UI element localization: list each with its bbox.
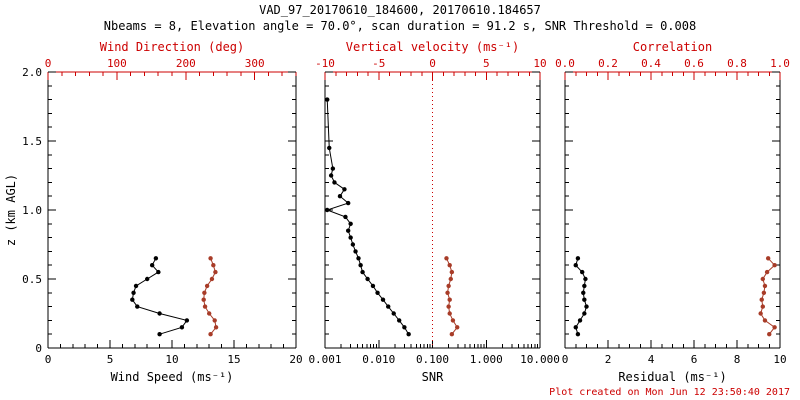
svg-text:8: 8 <box>734 353 741 366</box>
svg-text:0.0: 0.0 <box>555 57 575 70</box>
svg-text:10: 10 <box>533 57 546 70</box>
svg-text:10: 10 <box>165 353 178 366</box>
svg-text:1.0: 1.0 <box>770 57 790 70</box>
svg-text:0.8: 0.8 <box>727 57 747 70</box>
snr-xlabel: SNR <box>422 370 444 384</box>
plot-subtitle: Nbeams = 8, Elevation angle = 70.0°, sca… <box>103 19 697 33</box>
svg-text:4: 4 <box>648 353 655 366</box>
wind-speed-markers <box>130 256 190 337</box>
svg-text:2: 2 <box>605 353 612 366</box>
snr-markers <box>325 97 411 337</box>
snr-axes <box>324 71 541 349</box>
svg-text:0.2: 0.2 <box>598 57 618 70</box>
svg-text:15: 15 <box>227 353 240 366</box>
wind-direction-line <box>203 258 217 335</box>
wind-xlabel: Wind Speed (ms⁻¹) <box>111 370 234 384</box>
svg-text:0: 0 <box>429 57 436 70</box>
residual-axes <box>564 71 781 349</box>
svg-text:0: 0 <box>562 353 569 366</box>
snr-top-axis-label: Vertical velocity (ms⁻¹) <box>346 40 519 54</box>
panel-snr: 0.001 0.010 0.100 1.000 10.000 SNR Vertical ve… <box>308 40 559 384</box>
plot-created-label: Plot created on Mon Jun 12 23:50:40 2017 <box>549 387 790 398</box>
svg-text:-10: -10 <box>315 57 335 70</box>
y-axis-label: z (km AGL) <box>4 174 18 246</box>
correlation-markers <box>758 256 777 337</box>
svg-text:0.100: 0.100 <box>416 353 449 366</box>
snr-line <box>325 99 410 335</box>
svg-text:0.5: 0.5 <box>22 273 42 286</box>
residual-line <box>575 258 588 335</box>
svg-text:1.000: 1.000 <box>470 353 503 366</box>
svg-text:6: 6 <box>691 353 698 366</box>
svg-text:0.001: 0.001 <box>308 353 341 366</box>
vertical-velocity-line <box>446 258 458 335</box>
wind-axes <box>47 71 297 349</box>
svg-text:300: 300 <box>245 57 265 70</box>
plot-title: VAD_97_20170610_184600, 20170610.184657 <box>259 3 541 17</box>
wind-speed-line <box>131 258 188 335</box>
panel-wind: 0 5 10 15 20 Wind Speed (ms⁻¹) Wind Direction … <box>22 40 303 384</box>
residual-markers <box>573 256 589 337</box>
panel-residual: 0 2 4 6 8 10 Residual (ms⁻¹) Correlation 0.0 0.2 0… <box>555 40 790 384</box>
svg-text:0: 0 <box>35 342 42 355</box>
residual-xlabel: Residual (ms⁻¹) <box>618 370 726 384</box>
correlation-line <box>760 257 776 335</box>
svg-text:0.4: 0.4 <box>641 57 661 70</box>
vertical-velocity-markers <box>444 256 460 337</box>
svg-text:5: 5 <box>483 57 490 70</box>
svg-text:0.6: 0.6 <box>684 57 704 70</box>
svg-text:0: 0 <box>45 353 52 366</box>
svg-text:1.5: 1.5 <box>22 135 42 148</box>
svg-text:0.010: 0.010 <box>362 353 395 366</box>
svg-text:2.0: 2.0 <box>22 66 42 79</box>
residual-top-axis-label: Correlation <box>633 40 712 54</box>
svg-text:-5: -5 <box>372 57 385 70</box>
svg-text:10: 10 <box>773 353 786 366</box>
svg-text:5: 5 <box>107 353 114 366</box>
svg-text:0: 0 <box>45 57 52 70</box>
wind-direction-markers <box>201 256 219 337</box>
svg-text:200: 200 <box>176 57 196 70</box>
svg-text:20: 20 <box>289 353 302 366</box>
wind-top-axis-label: Wind Direction (deg) <box>100 40 245 54</box>
svg-text:10.000: 10.000 <box>520 353 560 366</box>
svg-text:1.0: 1.0 <box>22 204 42 217</box>
svg-text:100: 100 <box>107 57 127 70</box>
